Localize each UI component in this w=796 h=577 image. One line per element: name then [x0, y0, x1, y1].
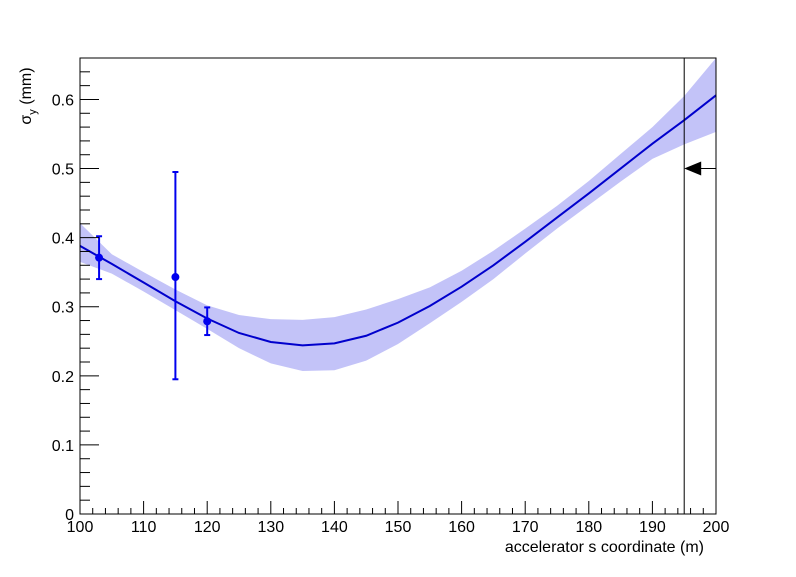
x-tick-label: 100	[67, 519, 94, 536]
x-tick-label: 190	[639, 519, 666, 536]
y-tick-label: 0.3	[52, 300, 74, 317]
y-tick-label: 0.1	[52, 438, 74, 455]
x-tick-label: 150	[385, 519, 412, 536]
x-tick-label: 170	[512, 519, 539, 536]
y-axis-label: σy (mm)	[18, 67, 39, 124]
data-point	[95, 253, 104, 262]
x-tick-label: 110	[131, 519, 157, 536]
x-tick-label: 120	[194, 519, 221, 536]
confidence-band	[80, 58, 716, 371]
x-tick-label: 160	[448, 519, 475, 536]
fit-line-layer	[79, 94, 717, 347]
data-point	[203, 317, 212, 326]
x-tick-label: 200	[703, 519, 730, 536]
confidence-band-layer	[80, 58, 716, 371]
data-point	[171, 273, 180, 282]
x-axis-label: accelerator s coordinate (m)	[505, 539, 704, 556]
ticks-layer: 100 110 120 130 140 150 160 170 180 190 200 0 0.1 0.2…	[52, 57, 730, 536]
y-tick-label: 0.4	[52, 231, 74, 248]
x-tick-label: 180	[575, 519, 602, 536]
annotation-layer	[683, 58, 716, 514]
y-axis-label-subscript: y	[27, 109, 39, 115]
y-axis-label-symbol: σ	[18, 115, 35, 125]
fit-line	[79, 94, 717, 347]
arrow-head	[684, 161, 702, 176]
y-tick-label: 0.5	[52, 162, 74, 179]
y-tick-label: 0.6	[52, 92, 74, 109]
x-tick-label: 130	[257, 519, 284, 536]
data-points-layer	[95, 171, 212, 381]
x-tick-label: 140	[321, 519, 348, 536]
y-tick-label: 0	[65, 507, 74, 524]
y-axis-label-unit: (mm)	[18, 67, 35, 109]
y-tick-label: 0.2	[52, 369, 74, 386]
